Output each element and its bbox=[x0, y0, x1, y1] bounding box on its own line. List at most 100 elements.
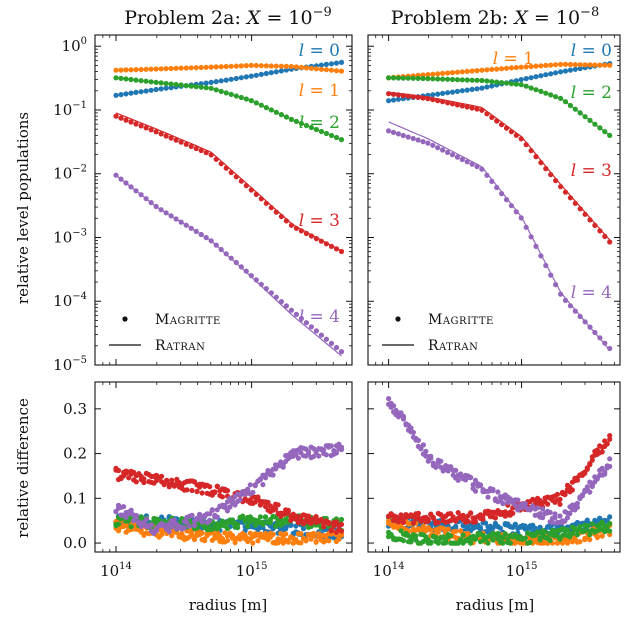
difference-point bbox=[584, 466, 590, 472]
magritte-point bbox=[223, 77, 229, 83]
magritte-point bbox=[138, 78, 144, 84]
magritte-point bbox=[494, 79, 500, 85]
difference-point bbox=[562, 490, 568, 496]
magritte-point bbox=[238, 178, 244, 184]
magritte-point bbox=[293, 64, 299, 70]
magritte-point bbox=[415, 94, 421, 100]
magritte-point bbox=[148, 200, 154, 206]
magritte-point bbox=[248, 98, 254, 104]
magritte-point bbox=[308, 65, 314, 71]
magritte-point bbox=[543, 90, 549, 96]
difference-point bbox=[554, 491, 561, 497]
magritte-point bbox=[173, 216, 179, 222]
difference-point bbox=[250, 540, 256, 546]
series-label: l = 2 bbox=[571, 83, 612, 103]
magritte-point bbox=[148, 66, 154, 72]
difference-point bbox=[410, 520, 416, 526]
difference-point bbox=[300, 526, 307, 532]
magritte-point bbox=[479, 77, 485, 84]
difference-point bbox=[547, 509, 553, 515]
magritte-point bbox=[303, 230, 309, 237]
magritte-point bbox=[513, 81, 519, 87]
magritte-point bbox=[278, 68, 284, 74]
magritte-point bbox=[163, 66, 169, 72]
magritte-point bbox=[303, 65, 309, 71]
magritte-point bbox=[208, 85, 214, 91]
axes-frame bbox=[94, 34, 353, 366]
magritte-point bbox=[435, 91, 441, 97]
magritte-point bbox=[333, 246, 340, 252]
magritte-point bbox=[572, 200, 578, 206]
axes-frame bbox=[367, 34, 621, 366]
magritte-point bbox=[607, 132, 613, 138]
difference-point bbox=[587, 462, 593, 468]
magritte-point bbox=[218, 246, 224, 253]
magritte-point bbox=[308, 233, 314, 239]
magritte-point bbox=[503, 197, 510, 203]
magritte-point bbox=[445, 100, 451, 106]
magritte-point bbox=[592, 222, 598, 228]
magritte-point bbox=[518, 82, 524, 88]
series-label: l = 3 bbox=[571, 161, 612, 181]
difference-point bbox=[552, 515, 558, 521]
series-label: l = 2 bbox=[299, 113, 340, 133]
difference-point bbox=[594, 534, 600, 541]
magritte-point bbox=[484, 172, 490, 178]
difference-point bbox=[191, 522, 198, 529]
magritte-point bbox=[425, 76, 431, 82]
y-tick-label: 100 bbox=[62, 36, 87, 55]
ratran-line bbox=[115, 174, 342, 357]
magritte-point bbox=[390, 129, 397, 135]
difference-point bbox=[237, 497, 243, 503]
difference-point bbox=[435, 519, 441, 526]
difference-point bbox=[607, 463, 613, 469]
panel-top-right: l = 0 l = 1 l = 2 l = 3 l = 4 Magritte Ratran bbox=[367, 34, 621, 366]
magritte-point bbox=[390, 97, 397, 103]
magritte-point bbox=[440, 90, 446, 96]
difference-point bbox=[527, 539, 533, 546]
magritte-point bbox=[133, 121, 139, 127]
magritte-point bbox=[533, 87, 539, 93]
difference-point bbox=[338, 521, 345, 528]
magritte-point bbox=[273, 69, 279, 75]
xlabel-right: radius [m] bbox=[456, 596, 535, 614]
difference-point bbox=[298, 531, 304, 537]
magritte-point bbox=[218, 88, 224, 94]
magritte-point bbox=[440, 70, 446, 76]
y-tick-label: 10−1 bbox=[53, 100, 87, 119]
magritte-point bbox=[449, 152, 456, 158]
magritte-point bbox=[533, 243, 539, 249]
magritte-point bbox=[148, 79, 154, 85]
magritte-point bbox=[435, 145, 441, 151]
magritte-point bbox=[499, 191, 505, 197]
magritte-point bbox=[548, 71, 554, 77]
magritte-point bbox=[298, 120, 304, 127]
magritte-point bbox=[153, 66, 159, 72]
magritte-point bbox=[148, 127, 154, 133]
magritte-point bbox=[253, 72, 259, 78]
magritte-point bbox=[567, 67, 574, 73]
difference-point bbox=[477, 525, 484, 531]
magritte-point bbox=[454, 77, 460, 83]
magritte-point bbox=[213, 242, 219, 248]
difference-point bbox=[477, 482, 484, 488]
difference-point bbox=[219, 494, 225, 500]
magritte-point bbox=[123, 67, 129, 73]
magritte-point bbox=[203, 150, 209, 156]
magritte-point bbox=[258, 63, 264, 69]
magritte-point bbox=[278, 213, 284, 220]
magritte-point bbox=[283, 303, 289, 309]
magritte-point bbox=[425, 140, 431, 146]
magritte-point bbox=[489, 114, 495, 120]
difference-point bbox=[189, 512, 195, 519]
magritte-point bbox=[328, 61, 335, 67]
magritte-point bbox=[410, 135, 416, 142]
difference-point bbox=[255, 538, 261, 544]
magritte-point bbox=[494, 184, 500, 191]
magritte-point bbox=[508, 129, 514, 135]
difference-point bbox=[602, 471, 608, 477]
magritte-point bbox=[248, 273, 254, 279]
series-label: l = 1 bbox=[299, 81, 340, 101]
difference-point bbox=[482, 520, 489, 526]
magritte-point bbox=[425, 96, 431, 102]
